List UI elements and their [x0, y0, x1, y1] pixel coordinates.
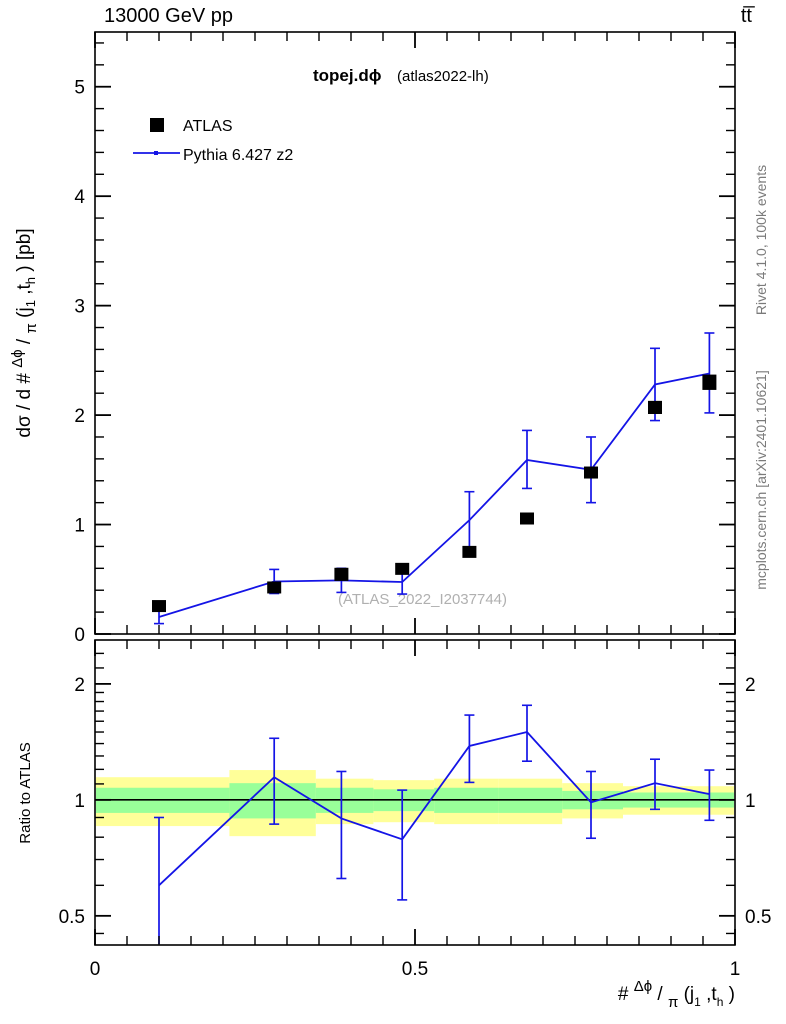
atlas-datapoint: [334, 567, 349, 581]
pythia-ratio-errorbar: [650, 758, 660, 811]
main-y-tick-3: 3: [74, 297, 85, 318]
atlas-datapoint: [462, 545, 477, 558]
main-y-tick-0: 0: [74, 625, 85, 646]
legend-marker-pythia-point: [154, 151, 158, 155]
pythia-errorbar: [522, 429, 532, 490]
main-y-tick-labels: 0 1 2 3 4 5: [74, 78, 85, 646]
ratio-y-tick-right-1: 1: [745, 791, 756, 812]
ratio-axis-ticks: [95, 652, 735, 935]
pythia-errorbars-main: [154, 332, 715, 625]
sidebar-rivet-version: Rivet 4.1.0, 100k events: [753, 165, 769, 315]
pythia-ratio-errorbar: [269, 737, 280, 825]
legend-label-atlas: ATLAS: [183, 118, 233, 135]
atlas-datapoint: [520, 512, 534, 525]
atlas-datapoint: [584, 466, 598, 479]
atlas-datapoint: [267, 581, 282, 594]
x-axis-ticks: [94, 640, 736, 945]
pythia-ratio-errorbar: [586, 770, 596, 840]
x-tick-label-0: 0: [90, 959, 101, 980]
x-axis-tick-labels: 0 0.5 1: [90, 959, 741, 980]
atlas-datapoint: [648, 400, 662, 414]
main-y-tick-1: 1: [74, 516, 85, 537]
ratio-y-tick-labels: 0.5 0.5 1 1 2 2: [59, 675, 772, 928]
atlas-datapoints-main: [152, 374, 717, 613]
sidebar-source-reference: mcplots.cern.ch [arXiv:2401.10621]: [753, 370, 769, 589]
header-beam-label: 13000 GeV pp: [104, 5, 233, 27]
x-axis-label: # Δϕ / π (j1 ,th ): [618, 975, 735, 1012]
ratio-y-axis-label: Ratio to ATLAS: [17, 742, 34, 843]
plot-title-suffix: (atlas2022-lh): [397, 68, 489, 85]
band-inner-segment: [229, 783, 316, 819]
main-y-tick-4: 4: [74, 187, 85, 208]
pythia-ratio-errorbar: [704, 769, 715, 822]
pythia-errorbar: [464, 490, 475, 550]
main-y-axis-label: dσ / d # Δϕ / π (j1 ,th ) [pb]: [6, 228, 41, 437]
atlas-datapoint: [152, 600, 166, 613]
analysis-watermark: (ATLAS_2022_I2037744): [338, 591, 507, 608]
pythia-polyline: [158, 372, 710, 618]
ratio-y-tick-left-1: 1: [74, 791, 85, 812]
ratio-y-tick-right-2: 2: [745, 675, 756, 696]
pythia-curve-main: [158, 372, 710, 618]
pythia-ratio-errorbar: [336, 770, 347, 880]
x-tick-label-2: 1: [730, 959, 741, 980]
main-axis-ticks: [94, 32, 736, 635]
main-y-tick-2: 2: [74, 406, 85, 427]
ratio-y-tick-left-0: 0.5: [59, 907, 85, 928]
legend: ATLAS Pythia 6.427 z2: [133, 118, 293, 164]
x-tick-label-1: 0.5: [402, 959, 428, 980]
pythia-ratio-errorbar: [522, 704, 532, 762]
ratio-y-tick-right-0: 0.5: [745, 907, 771, 928]
pythia-ratio-errorbar: [464, 714, 475, 784]
pythia-ratio-errorbar: [397, 789, 408, 901]
ratio-y-tick-left-2: 2: [74, 675, 85, 696]
legend-marker-atlas: [150, 118, 164, 132]
main-y-tick-5: 5: [74, 78, 85, 99]
pythia-errorbar: [154, 609, 164, 625]
header-process-label: tt̅: [741, 5, 755, 27]
plot-title: topej.dϕ: [313, 66, 382, 85]
pythia-errorbar: [704, 332, 715, 414]
atlas-datapoint: [702, 374, 717, 390]
pythia-errorbars-ratio: [154, 704, 715, 944]
legend-label-pythia: Pythia 6.427 z2: [183, 147, 293, 164]
atlas-datapoint: [395, 562, 410, 575]
